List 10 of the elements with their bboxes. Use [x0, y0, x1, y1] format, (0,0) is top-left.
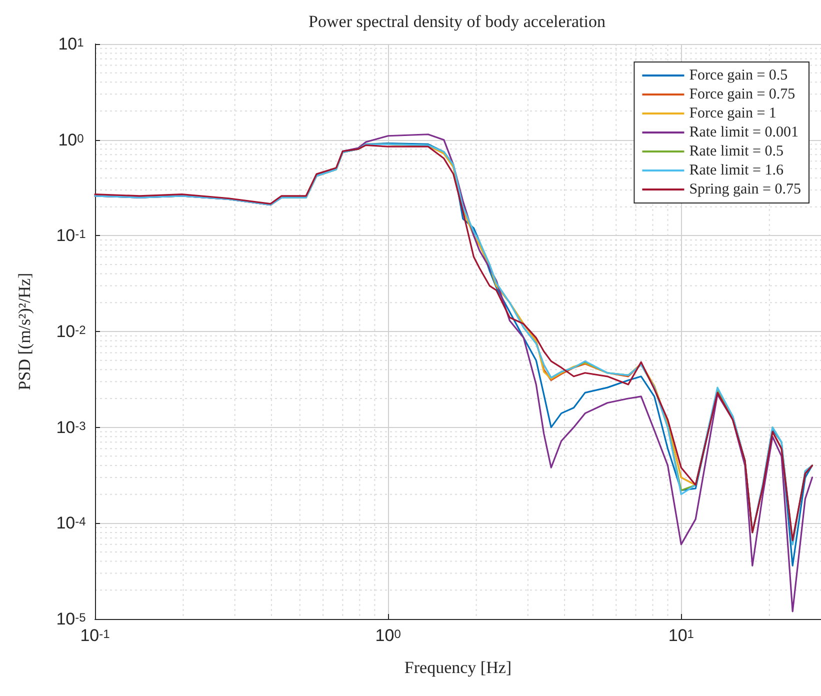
y-axis-title: PSD [(m/s²)²/Hz]	[15, 272, 34, 390]
legend-label: Rate limit = 0.5	[689, 144, 784, 160]
legend-label: Force gain = 0.75	[689, 86, 796, 102]
x-axis-title: Frequency [Hz]	[404, 658, 512, 677]
legend-label: Spring gain = 0.75	[689, 182, 802, 198]
legend-label: Rate limit = 1.6	[689, 162, 784, 178]
legend-label: Force gain = 1	[689, 106, 776, 122]
chart-title: Power spectral density of body acceleration	[308, 12, 606, 31]
legend-label: Force gain = 0.5	[689, 68, 788, 84]
legend-label: Rate limit = 0.001	[689, 124, 799, 140]
